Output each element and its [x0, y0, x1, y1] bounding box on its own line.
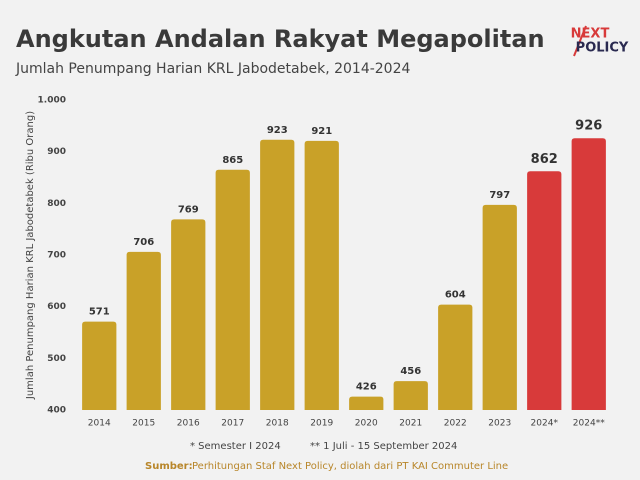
- x-tick-label: 2015: [132, 419, 155, 429]
- bar: [393, 381, 428, 410]
- logo-top: NEXT: [571, 27, 610, 42]
- y-tick-label: 800: [47, 199, 66, 209]
- value-label: 426: [356, 382, 377, 393]
- x-tick-label: 2023: [488, 419, 511, 429]
- bar: [571, 138, 606, 410]
- y-tick-label: 500: [47, 354, 66, 364]
- bar: [304, 140, 339, 411]
- y-axis-label: Jumlah Penumpang Harian KRL Jabodetabek …: [25, 111, 36, 400]
- x-tick-label: 2014: [88, 419, 111, 429]
- logo-bottom: POLICY: [576, 41, 629, 56]
- x-tick-label: 2016: [177, 419, 200, 429]
- value-label: 769: [178, 204, 199, 215]
- chart-title: Angkutan Andalan Rakyat Megapolitan: [16, 25, 545, 53]
- x-tick-label: 2017: [221, 419, 244, 429]
- value-label: 923: [267, 125, 288, 136]
- bar: [527, 171, 562, 410]
- value-label: 797: [489, 190, 510, 201]
- x-tick-label: 2019: [310, 419, 333, 429]
- bar: [349, 396, 384, 410]
- bar: [82, 321, 117, 410]
- value-label: 604: [445, 290, 466, 301]
- value-label: 926: [575, 119, 602, 134]
- value-label: 921: [311, 126, 332, 137]
- x-tick-label: 2021: [399, 419, 422, 429]
- bar: [438, 304, 473, 410]
- value-label: 862: [531, 152, 558, 167]
- x-tick-label: 2022: [444, 419, 467, 429]
- bar: [126, 251, 161, 410]
- bar: [260, 139, 295, 411]
- y-tick-label: 600: [47, 302, 66, 312]
- x-tick-label: 2024*: [531, 419, 559, 429]
- bar: [215, 169, 250, 410]
- x-tick-label: 2020: [355, 419, 378, 429]
- source-label: Sumber:: [145, 461, 193, 472]
- bar: [171, 219, 206, 410]
- y-tick-label: 900: [47, 147, 66, 157]
- x-tick-label: 2018: [266, 419, 289, 429]
- value-label: 706: [133, 237, 154, 248]
- y-tick-label: 400: [47, 406, 66, 416]
- value-label: 571: [89, 307, 110, 318]
- value-label: 456: [400, 366, 421, 377]
- logo-slash: [573, 25, 587, 57]
- y-tick-label: 1.000: [38, 96, 66, 106]
- chart-subtitle: Jumlah Penumpang Harian KRL Jabodetabek,…: [15, 61, 410, 77]
- value-label: 865: [222, 155, 243, 166]
- note: * Semester I 2024: [190, 441, 281, 452]
- bar: [482, 204, 517, 410]
- y-tick-label: 700: [47, 251, 66, 261]
- x-tick-label: 2024**: [573, 419, 605, 429]
- note: ** 1 Juli - 15 September 2024: [310, 441, 457, 452]
- source-text: Perhitungan Staf Next Policy, diolah dar…: [192, 461, 508, 472]
